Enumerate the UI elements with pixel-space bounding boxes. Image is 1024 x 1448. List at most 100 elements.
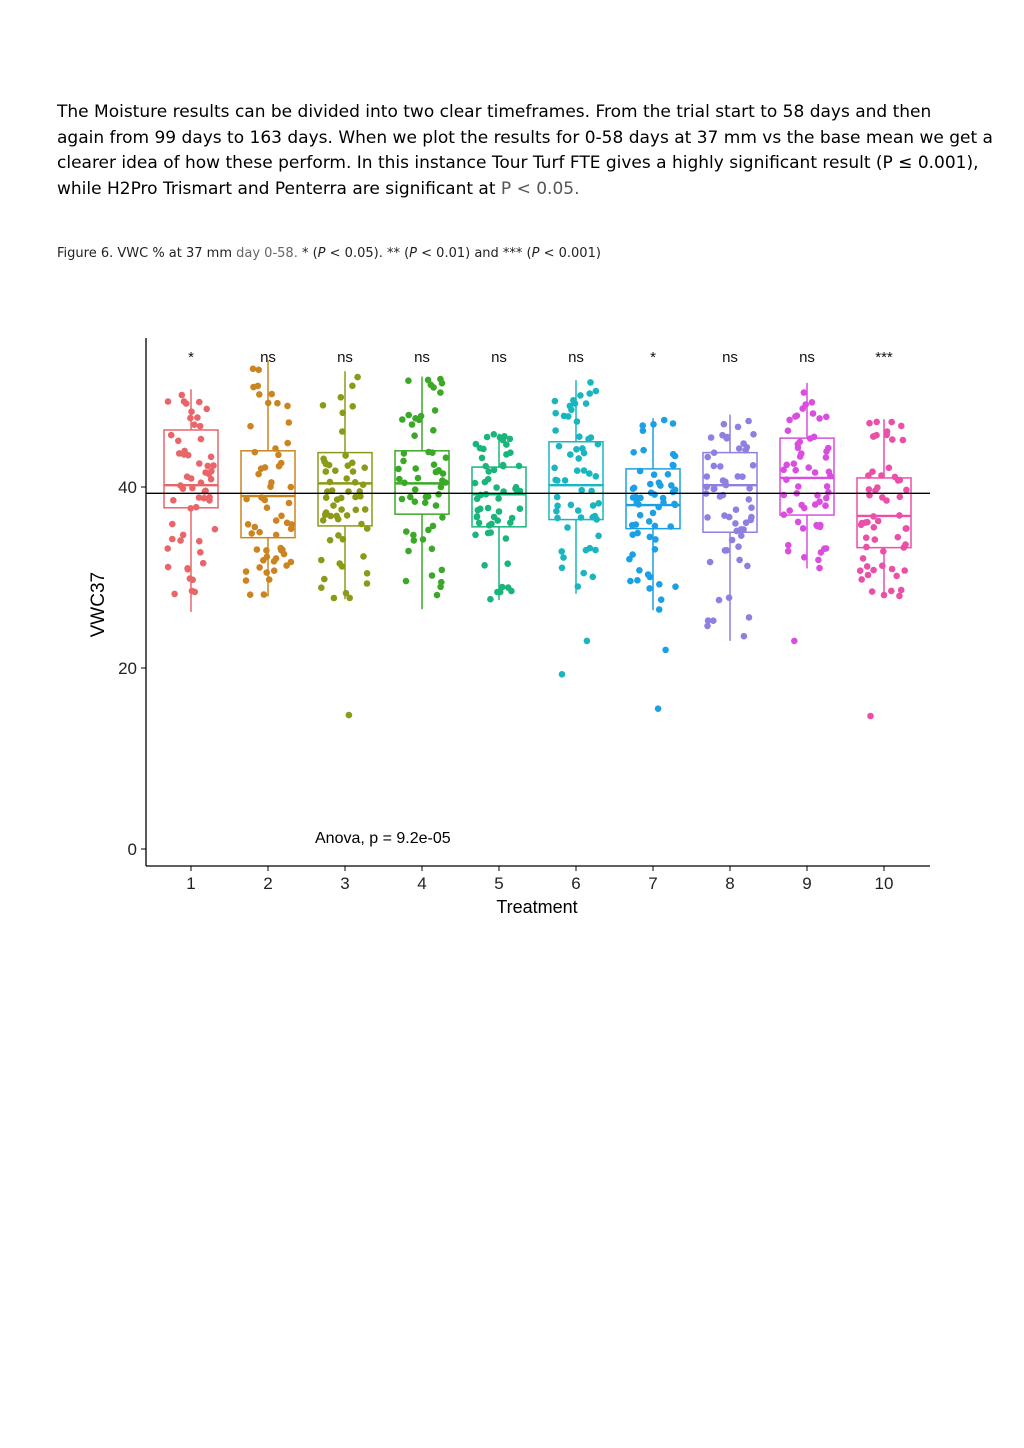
data-point bbox=[203, 405, 210, 413]
data-point bbox=[483, 433, 491, 441]
data-point bbox=[786, 416, 793, 424]
data-point bbox=[398, 495, 406, 503]
data-point bbox=[710, 462, 718, 470]
data-point bbox=[472, 531, 479, 539]
data-point bbox=[554, 502, 561, 510]
data-point bbox=[211, 525, 219, 533]
data-point bbox=[512, 483, 520, 491]
data-point bbox=[704, 617, 712, 624]
data-point bbox=[187, 414, 194, 422]
data-point bbox=[264, 399, 272, 407]
data-point bbox=[645, 518, 653, 525]
data-point bbox=[432, 502, 440, 509]
treatment-group-9: 9 ns bbox=[779, 349, 835, 893]
data-point bbox=[580, 449, 588, 457]
data-point bbox=[354, 373, 361, 381]
data-point bbox=[401, 479, 408, 487]
data-point bbox=[783, 476, 790, 483]
data-point bbox=[573, 446, 580, 453]
data-point bbox=[903, 486, 910, 494]
data-point bbox=[433, 591, 441, 599]
data-point bbox=[883, 497, 890, 504]
caption-text: < 0.05). ** ( bbox=[325, 246, 410, 261]
data-point bbox=[669, 488, 677, 496]
data-point bbox=[473, 495, 481, 503]
data-point bbox=[263, 504, 271, 511]
data-point bbox=[568, 406, 575, 414]
data-point bbox=[471, 479, 479, 487]
data-point bbox=[247, 422, 254, 430]
data-point bbox=[553, 507, 560, 515]
data-point bbox=[330, 502, 337, 509]
data-point bbox=[871, 536, 879, 543]
data-point bbox=[484, 504, 492, 512]
paragraph-text: while H2Pro Trismart and Penterra are si… bbox=[57, 178, 501, 199]
data-point bbox=[720, 420, 728, 428]
data-point bbox=[319, 402, 327, 409]
data-point bbox=[639, 422, 646, 429]
body-paragraph: The Moisture results can be divided into… bbox=[57, 100, 993, 202]
data-point bbox=[197, 435, 205, 443]
data-point bbox=[589, 573, 597, 581]
data-point bbox=[187, 505, 194, 512]
data-point bbox=[400, 450, 408, 457]
data-point bbox=[558, 548, 565, 555]
data-point bbox=[896, 493, 904, 501]
data-point bbox=[351, 479, 359, 486]
data-point bbox=[349, 403, 357, 410]
data-point bbox=[655, 503, 662, 511]
data-point bbox=[431, 407, 439, 414]
data-point bbox=[626, 555, 633, 563]
data-point bbox=[263, 547, 270, 554]
data-point bbox=[888, 565, 896, 573]
figure-caption: Figure 6. VWC % at 37 mm day 0-58. * (P … bbox=[57, 246, 957, 261]
data-point bbox=[405, 377, 412, 384]
data-point bbox=[325, 461, 333, 469]
outlier-point bbox=[583, 637, 591, 645]
data-point bbox=[707, 434, 715, 441]
data-point bbox=[825, 468, 833, 476]
data-point bbox=[472, 440, 480, 448]
data-point bbox=[207, 453, 215, 461]
data-point bbox=[554, 514, 561, 522]
data-point bbox=[183, 473, 191, 480]
treatment-group-1: 1* bbox=[163, 349, 219, 893]
data-point bbox=[242, 568, 250, 575]
treatment-group-10: 10 *** bbox=[856, 349, 912, 893]
data-point bbox=[439, 470, 447, 477]
data-point bbox=[858, 576, 865, 583]
data-point bbox=[435, 491, 442, 498]
data-point bbox=[750, 431, 757, 438]
data-point bbox=[410, 531, 417, 539]
data-point bbox=[485, 468, 493, 475]
data-point bbox=[794, 518, 802, 526]
data-point bbox=[823, 483, 831, 490]
data-point bbox=[586, 390, 593, 397]
data-point bbox=[330, 594, 338, 602]
data-point bbox=[272, 445, 279, 452]
x-tick-label: 8 bbox=[725, 874, 734, 893]
data-point bbox=[405, 411, 413, 419]
data-point bbox=[318, 584, 325, 591]
data-point bbox=[570, 397, 577, 404]
data-point bbox=[669, 450, 677, 458]
outlier-point bbox=[791, 637, 798, 645]
data-point bbox=[588, 487, 595, 495]
data-point bbox=[516, 505, 524, 512]
caption-text: < 0.01) and *** ( bbox=[417, 246, 532, 261]
data-point bbox=[587, 379, 594, 386]
data-point bbox=[167, 431, 175, 439]
data-point bbox=[502, 535, 510, 542]
data-point bbox=[669, 420, 677, 427]
data-point bbox=[275, 451, 282, 459]
data-point bbox=[816, 415, 823, 422]
data-point bbox=[360, 553, 367, 560]
data-point bbox=[169, 535, 176, 543]
data-point bbox=[796, 453, 804, 460]
data-point bbox=[321, 458, 328, 465]
caption-text: * ( bbox=[297, 246, 318, 261]
data-point bbox=[508, 514, 516, 522]
data-point bbox=[442, 454, 450, 461]
data-point bbox=[862, 519, 869, 526]
data-point bbox=[749, 462, 757, 469]
